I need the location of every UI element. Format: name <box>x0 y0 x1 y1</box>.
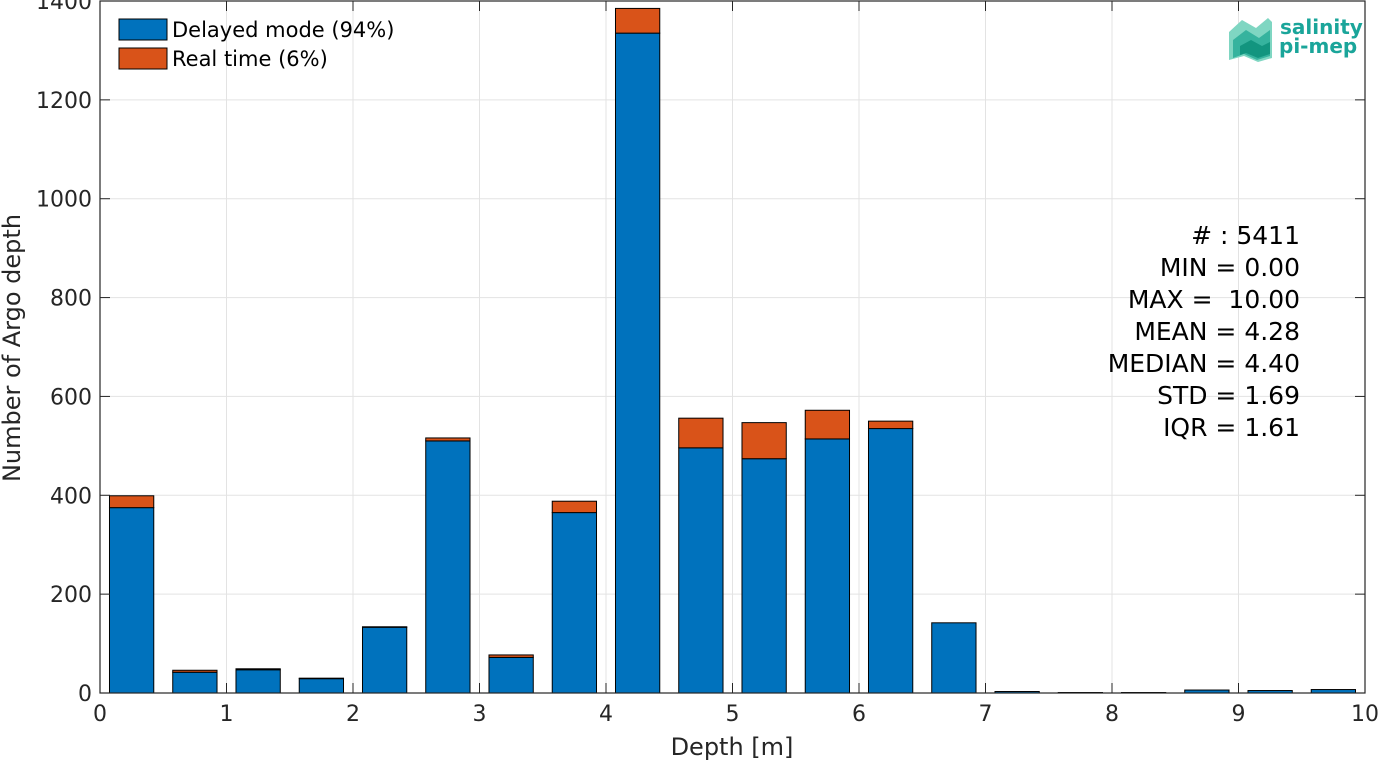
salinity-pimep-logo: salinity pi-mep <box>1229 15 1363 62</box>
y-axis-label: Number of Argo depth <box>0 214 26 482</box>
axis-ticks: 0 1 2 3 4 5 6 7 8 9 10 0 200 400 600 800 1000 1200 1400 <box>36 0 1378 727</box>
bar-real-time <box>678 417 724 449</box>
legend-swatch-realtime <box>118 47 168 70</box>
bar-real-time <box>741 422 787 460</box>
x-tick-label: 0 <box>93 702 107 727</box>
stat-count: # : 5411 <box>1191 221 1300 250</box>
bar-delayed-mode <box>425 440 471 694</box>
legend: Delayed mode (94%) Real time (6%) <box>118 18 394 71</box>
bar-real-time <box>425 437 471 442</box>
bar-real-time <box>298 677 345 680</box>
stat-mean: MEAN = 4.28 <box>1134 317 1300 346</box>
bar-delayed-mode <box>551 512 598 694</box>
y-tick-label: 200 <box>50 583 92 608</box>
x-tick-label: 8 <box>1105 702 1119 727</box>
bar-delayed-mode <box>298 678 345 694</box>
logo-text-line1: salinity <box>1280 15 1363 39</box>
bar-real-time <box>614 7 661 34</box>
bar-real-time <box>235 668 281 671</box>
x-tick-label: 6 <box>852 702 866 727</box>
bar-delayed-mode <box>867 428 914 694</box>
x-tick-label: 2 <box>346 702 360 727</box>
bars <box>108 7 1357 694</box>
grid-lines <box>100 1 1365 693</box>
bar-delayed-mode <box>741 458 787 694</box>
x-tick-label: 9 <box>1232 702 1246 727</box>
bar-delayed-mode <box>172 671 218 694</box>
legend-label-delayed: Delayed mode (94%) <box>172 18 394 42</box>
stat-max: MAX = 10.00 <box>1128 285 1300 314</box>
bar-delayed-mode <box>108 507 155 694</box>
bar-real-time <box>172 669 218 673</box>
bar-real-time <box>488 654 534 658</box>
bar-real-time <box>551 500 598 514</box>
bar-real-time <box>108 495 155 509</box>
bar-delayed-mode <box>678 447 724 694</box>
bar-delayed-mode <box>235 669 281 694</box>
legend-label-realtime: Real time (6%) <box>172 47 328 71</box>
bar-real-time <box>804 409 851 440</box>
legend-swatch-delayed <box>118 18 168 41</box>
bar-delayed-mode <box>488 656 534 694</box>
y-tick-label: 0 <box>78 682 92 707</box>
x-tick-label: 5 <box>726 702 740 727</box>
logo-text-line2: pi-mep <box>1279 34 1357 58</box>
y-tick-label: 1000 <box>36 188 92 213</box>
y-tick-label: 400 <box>50 484 92 509</box>
x-axis-label: Depth [m] <box>671 733 794 761</box>
bar-delayed-mode <box>931 622 977 694</box>
bar-delayed-mode <box>614 32 661 694</box>
stat-min: MIN = 0.00 <box>1160 253 1300 282</box>
x-tick-label: 1 <box>220 702 234 727</box>
x-tick-label: 4 <box>599 702 613 727</box>
x-tick-label: 3 <box>473 702 487 727</box>
stat-std: STD = 1.69 <box>1157 381 1300 410</box>
wave-logo-icon <box>1229 18 1272 62</box>
y-tick-label: 1200 <box>36 89 92 114</box>
bar-delayed-mode <box>804 438 851 694</box>
x-tick-label: 7 <box>979 702 993 727</box>
x-tick-label: 10 <box>1351 702 1378 727</box>
stats-box: # : 5411 MIN = 0.00 MAX = 10.00 MEAN = 4… <box>1108 221 1300 442</box>
y-tick-label: 1400 <box>36 0 92 15</box>
stat-median: MEDIAN = 4.40 <box>1108 349 1300 378</box>
y-tick-label: 800 <box>50 287 92 312</box>
bar-real-time <box>361 626 408 628</box>
bar-real-time <box>867 420 914 430</box>
stat-iqr: IQR = 1.61 <box>1163 413 1300 442</box>
bar-delayed-mode <box>361 626 408 694</box>
y-tick-label: 600 <box>50 385 92 410</box>
